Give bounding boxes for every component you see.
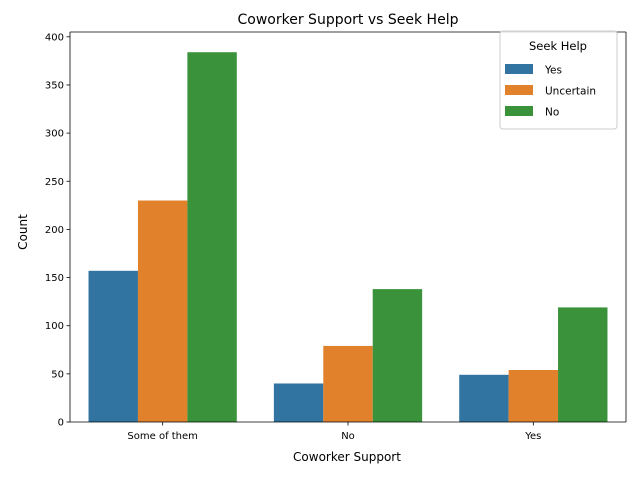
chart-title: Coworker Support vs Seek Help — [238, 12, 459, 28]
y-tick-label: 50 — [51, 369, 64, 380]
bars-group — [88, 52, 608, 422]
bar — [187, 52, 237, 422]
bar — [137, 200, 188, 422]
x-tick-label: Some of them — [127, 431, 198, 442]
x-tick-label: Yes — [524, 431, 541, 442]
y-tick-label: 0 — [58, 418, 64, 429]
legend-label: Yes — [544, 65, 562, 77]
legend-swatch — [505, 85, 533, 95]
y-tick-label: 100 — [45, 321, 64, 332]
y-tick-label: 300 — [45, 129, 64, 140]
bar — [508, 370, 559, 422]
y-tick-label: 350 — [45, 80, 64, 91]
y-tick-label: 400 — [45, 32, 64, 43]
y-axis-label: Count — [16, 214, 30, 250]
bar — [558, 307, 608, 422]
bar — [372, 289, 423, 422]
y-tick-label: 250 — [45, 177, 64, 188]
x-axis-label: Coworker Support — [293, 450, 401, 464]
legend: Seek Help Yes Uncertain No — [499, 30, 618, 130]
y-tick-label: 200 — [45, 225, 64, 236]
bar — [323, 345, 373, 422]
legend-swatch — [505, 106, 533, 116]
legend-label: No — [545, 107, 559, 119]
legend-label: Uncertain — [545, 86, 596, 98]
legend-frame — [499, 30, 618, 130]
x-axis: Some of them No Yes — [127, 422, 541, 442]
y-tick-label: 150 — [45, 273, 64, 284]
legend-swatch — [505, 64, 533, 74]
bar — [459, 374, 509, 422]
bar — [88, 270, 138, 422]
legend-items: Yes Uncertain No — [505, 64, 596, 119]
x-tick-label: No — [341, 431, 355, 442]
legend-title: Seek Help — [529, 39, 587, 53]
bar — [273, 383, 324, 422]
